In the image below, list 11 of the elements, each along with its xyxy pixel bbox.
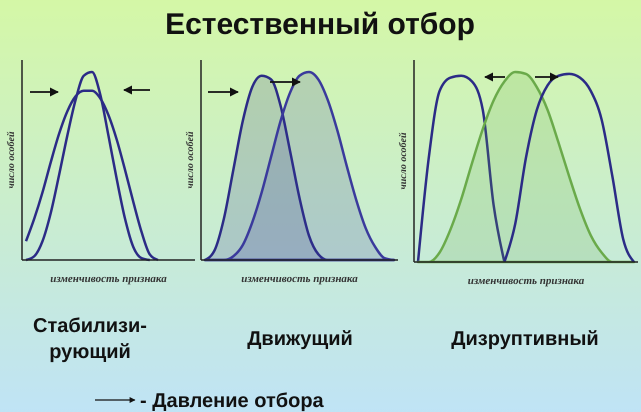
chart-title: Естественный отбор (165, 8, 475, 41)
x-axis-title: изменчивость признака (468, 275, 585, 287)
text: - Давление отбора (140, 390, 325, 412)
y-axis-title: число особей (6, 131, 17, 189)
y-axis-title: число особей (185, 131, 196, 189)
text: Стабилизи- рующий (33, 315, 147, 363)
x-axis-title: изменчивость признака (50, 273, 168, 285)
x-axis-title: изменчивость признака (241, 273, 358, 285)
text: Движущий (247, 328, 353, 350)
text: Дизруптивный (451, 328, 599, 350)
y-axis-title: число особей (398, 132, 409, 190)
